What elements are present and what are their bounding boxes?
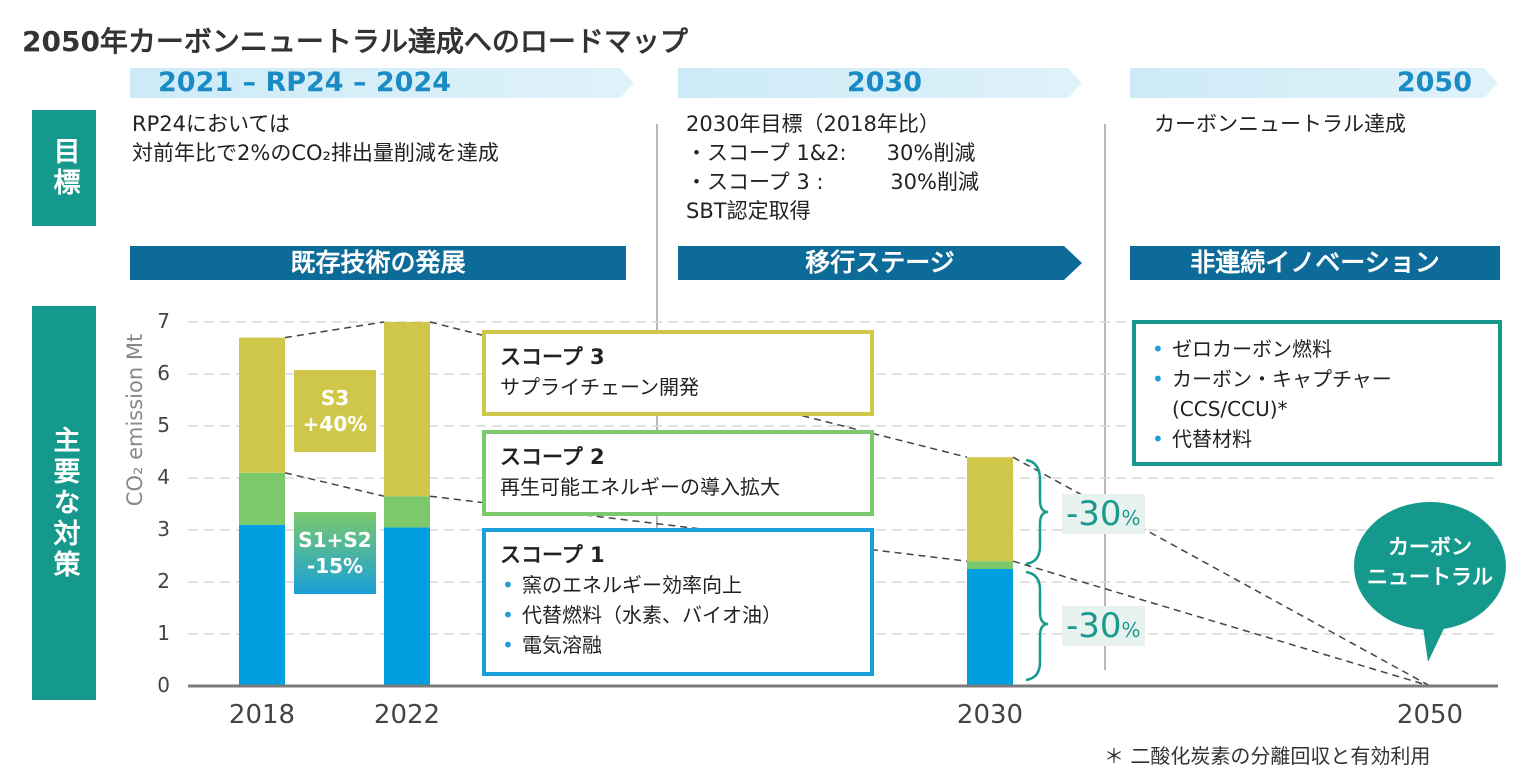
- y-tick-label: 1: [157, 621, 170, 645]
- y-axis-label: CO₂ emission Mt: [123, 334, 147, 506]
- footnote: ＊ 二酸化炭素の分離回収と有効利用: [1104, 744, 1431, 768]
- reduction-s3-unit: %: [1121, 506, 1141, 530]
- y-tick-label: 7: [157, 309, 170, 333]
- bar-segment-2022: [384, 496, 430, 528]
- y-tick-label: 2: [157, 569, 170, 593]
- timeline-2050-label: 2050: [1396, 67, 1472, 98]
- y-tick-label: 0: [157, 673, 170, 697]
- goal-2030: 2030年目標（2018年比） ・スコープ 1&2: 30%削減 ・スコープ 3…: [686, 112, 979, 223]
- timeline-2030-label: 2030: [846, 67, 922, 98]
- scope1-item: 代替燃料（水素、バイオ油）: [500, 600, 856, 630]
- scope2-box: スコープ 2 再生可能エネルギーの導入拡大: [482, 430, 874, 516]
- scope2-item: 再生可能エネルギーの導入拡大: [500, 475, 780, 499]
- y-tick-label: 6: [157, 361, 170, 385]
- x-tick-label: 2022: [373, 700, 441, 730]
- scope1-item: 窯のエネルギー効率向上: [500, 570, 856, 600]
- x-tick-label: 2018: [228, 700, 296, 730]
- innovation-item: カーボン・キャプチャー (CCS/CCU)*: [1150, 364, 1484, 424]
- scope1-item: 電気溶融: [500, 630, 856, 660]
- trend-line: [284, 321, 385, 339]
- goal-rp24: RP24においては 対前年比で2%のCO₂排出量削減を達成: [132, 112, 499, 165]
- reduction-s12-value: -30: [1066, 606, 1122, 646]
- reduction-s3-value: -30: [1066, 494, 1122, 534]
- phase-transition: 移行ステージ: [678, 246, 1082, 280]
- s3-change-badge: S3 +40%: [294, 370, 376, 452]
- timeline-rp24-label: 2021 – RP24 – 2024: [158, 67, 452, 98]
- goal-2050: カーボンニュートラル達成: [1154, 112, 1406, 136]
- phase-innovation: 非連続イノベーション: [1130, 246, 1500, 280]
- y-tick-label: 4: [157, 465, 170, 489]
- bar-segment-2022: [384, 527, 430, 686]
- y-tick-label: 3: [157, 517, 170, 541]
- reduction-s3-label: -30%: [1062, 494, 1145, 534]
- x-tick-label: 2030: [956, 700, 1024, 730]
- timeline-rp24: 2021 – RP24 – 2024: [130, 68, 634, 98]
- brace-s3: [1025, 458, 1049, 566]
- chart-bars: [239, 322, 1013, 686]
- bar-segment-2030: [967, 569, 1013, 686]
- scope2-title: スコープ 2: [500, 445, 605, 469]
- carbon-neutral-bubble: [1354, 502, 1506, 630]
- innovation-box: ゼロカーボン燃料 カーボン・キャプチャー (CCS/CCU)* 代替材料: [1132, 320, 1502, 466]
- bar-segment-2030: [967, 561, 1013, 569]
- trend-line: [1012, 456, 1431, 687]
- bar-segment-2018: [239, 337, 285, 473]
- trend-line: [1012, 560, 1431, 687]
- bubble-text: カーボン ニュートラル: [1367, 535, 1493, 589]
- measures-side-label: 主要な対策: [32, 306, 96, 700]
- bar-segment-2018: [239, 472, 285, 525]
- page-title: 2050年カーボンニュートラル達成へのロードマップ: [22, 25, 688, 58]
- y-tick-label: 5: [157, 413, 170, 437]
- timeline-2030: 2030: [678, 68, 1082, 98]
- s12-change-badge: S1+S2 -15%: [294, 512, 376, 594]
- x-tick-label: 2050: [1396, 700, 1464, 730]
- separator-2050: [1104, 124, 1106, 670]
- bubble-tail: [1422, 620, 1448, 662]
- scope3-item: サプライチェーン開発: [500, 375, 699, 399]
- innovation-item: 代替材料: [1150, 424, 1484, 454]
- scope1-title: スコープ 1: [500, 543, 605, 567]
- reduction-s12-label: -30%: [1062, 606, 1145, 646]
- phase-existing-tech: 既存技術の発展: [130, 246, 626, 280]
- brace-s12: [1025, 570, 1049, 682]
- timeline-2050: 2050: [1130, 68, 1498, 98]
- reduction-s12-unit: %: [1121, 618, 1141, 642]
- scope3-title: スコープ 3: [500, 345, 605, 369]
- bar-segment-2018: [239, 524, 285, 686]
- goal-side-label: 目標: [32, 110, 96, 226]
- scope3-box: スコープ 3 サプライチェーン開発: [482, 330, 874, 416]
- trend-line: [284, 472, 385, 497]
- scope1-box: スコープ 1 窯のエネルギー効率向上 代替燃料（水素、バイオ油） 電気溶融: [482, 528, 874, 676]
- innovation-item: ゼロカーボン燃料: [1150, 334, 1484, 364]
- bar-segment-2030: [967, 457, 1013, 562]
- bar-segment-2022: [384, 322, 430, 497]
